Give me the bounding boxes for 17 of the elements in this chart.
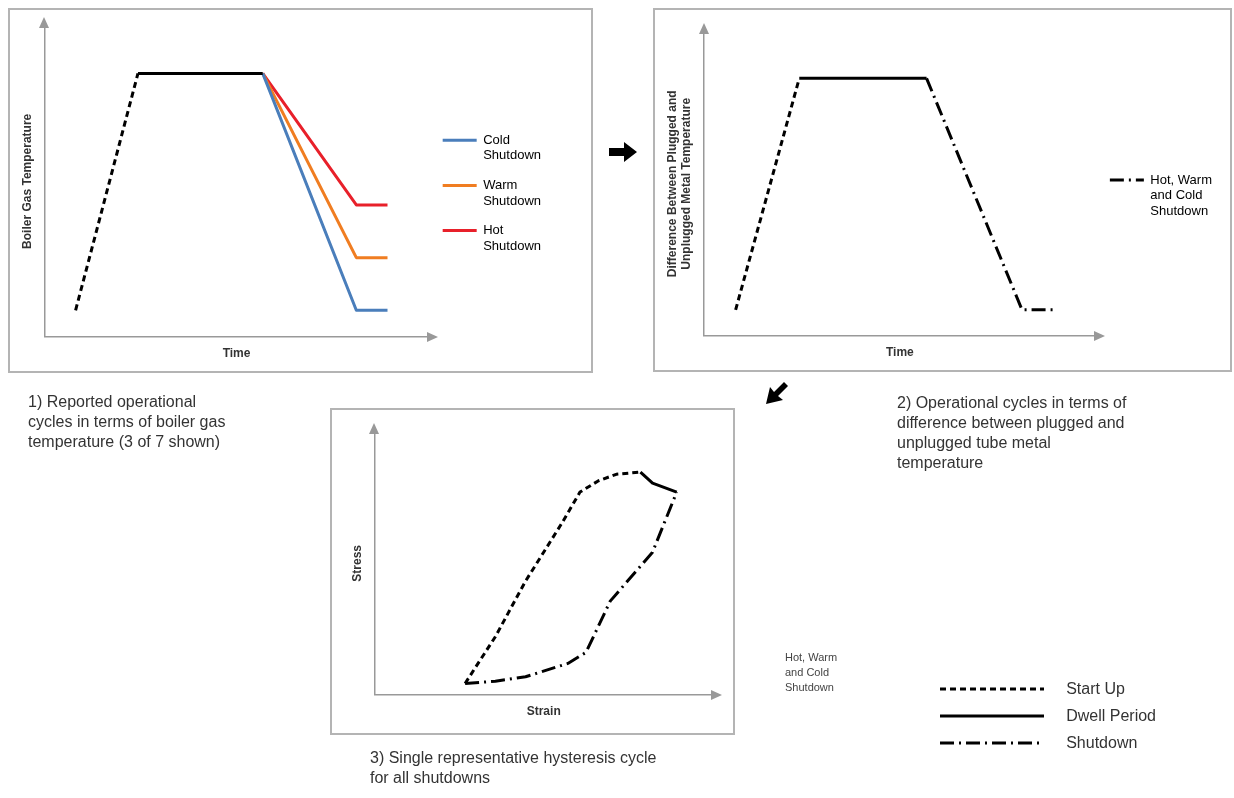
text: Hot, Warm and Cold Shutdown	[785, 650, 839, 695]
legend-label: Cold Shutdown	[483, 131, 542, 163]
text: Dwell Period	[1066, 706, 1156, 725]
y-axis-title: Difference Between Plugged and Unplugged Metal Temperature	[664, 90, 693, 278]
y-axis-title: Boiler Gas Temperature	[19, 113, 34, 249]
x-axis-title: Strain	[526, 704, 561, 719]
legend-label: Hot, Warm and Cold Shutdown	[1150, 171, 1213, 218]
text: 3) Single representative hysteresis cycle for all shutdowns	[370, 748, 658, 788]
legend-label: Warm Shutdown	[483, 176, 542, 208]
y-axis-title: Stress	[349, 544, 364, 582]
text: Start Up	[1066, 679, 1125, 698]
text: 2) Operational cycles in terms of difference between plugged and unplugged tube metal temperature	[897, 393, 1128, 473]
x-axis-title: Time	[222, 346, 251, 361]
text: Shutdown	[1066, 733, 1138, 752]
legend-label: Hot Shutdown	[483, 222, 542, 253]
text: 1) Reported operational cycles in terms of boiler gas temperature (3 of 7 shown)	[28, 392, 227, 452]
x-axis-title: Time	[885, 345, 915, 360]
